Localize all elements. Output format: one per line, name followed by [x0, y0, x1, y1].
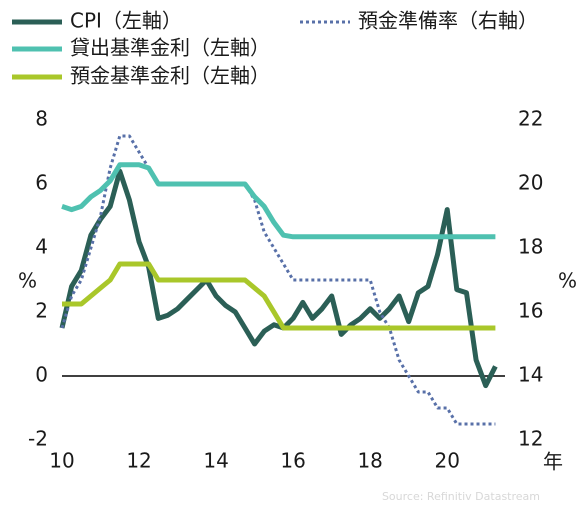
x-tick-label: 20: [434, 449, 459, 473]
legend-label: CPI（左軸）: [70, 9, 182, 33]
x-tick-label: 14: [203, 449, 228, 473]
y2-tick-label: 18: [518, 235, 543, 259]
y-tick-label: 6: [35, 171, 48, 195]
y-tick-label: 2: [35, 299, 48, 323]
y-axis-label: %: [18, 269, 37, 293]
legend-label: 預金基準金利（左軸）: [70, 64, 270, 88]
series-line: [62, 261, 496, 331]
series-line: [61, 162, 496, 240]
y2-tick-label: 12: [518, 427, 543, 451]
x-tick-label: 18: [357, 449, 382, 473]
y-tick-label: 0: [35, 363, 48, 387]
x-tick-label: 10: [49, 449, 74, 473]
y2-tick-label: 16: [518, 299, 543, 323]
x-tick-label: 12: [126, 449, 151, 473]
y-tick-label: 4: [35, 235, 48, 259]
y-tick-label: -2: [28, 427, 48, 451]
series-line: [60, 134, 496, 426]
legend-label: 預金準備率（右軸）: [358, 9, 538, 33]
y2-axis-label: %: [558, 269, 577, 293]
y2-tick-label: 22: [518, 107, 543, 131]
y2-tick-label: 14: [518, 363, 543, 387]
y2-tick-label: 20: [518, 171, 543, 195]
source: Source: Refinitiv Datastream: [382, 490, 540, 503]
legend-label: 貸出基準金利（左軸）: [70, 36, 270, 60]
x-axis-label: 年: [543, 450, 563, 474]
y-tick-label: 8: [35, 107, 48, 131]
x-tick-label: 16: [280, 449, 305, 473]
series-line: [59, 168, 498, 389]
